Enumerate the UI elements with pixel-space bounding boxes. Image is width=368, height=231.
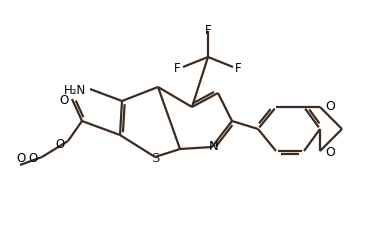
Text: O: O xyxy=(325,100,335,113)
Text: S: S xyxy=(151,151,159,164)
Text: F: F xyxy=(235,61,242,74)
Text: O: O xyxy=(29,151,38,164)
Text: O: O xyxy=(17,151,26,164)
Text: O: O xyxy=(325,146,335,159)
Text: F: F xyxy=(205,23,211,36)
Text: F: F xyxy=(174,61,181,74)
Text: O: O xyxy=(60,93,69,106)
Text: H₂N: H₂N xyxy=(64,83,86,96)
Text: N: N xyxy=(209,140,219,153)
Text: O: O xyxy=(56,137,65,150)
